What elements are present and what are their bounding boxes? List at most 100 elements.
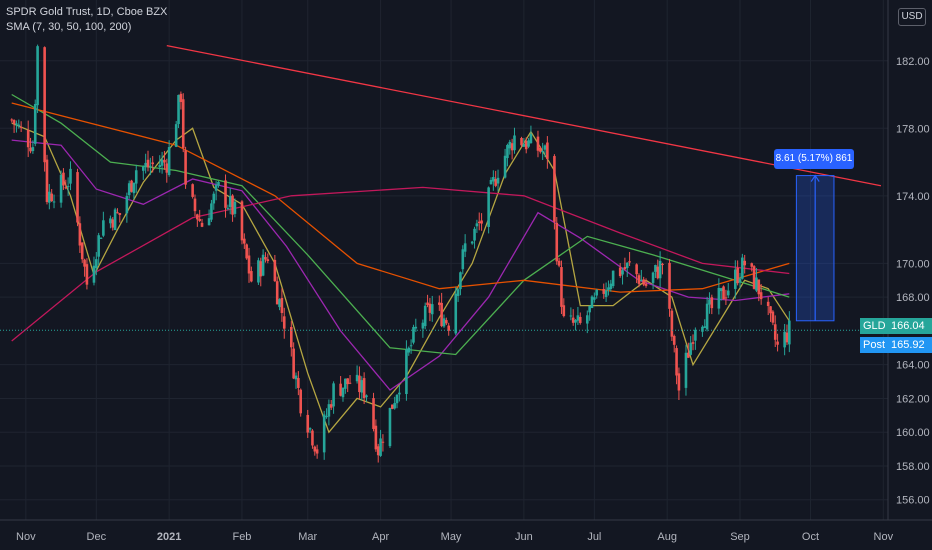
candle-body — [193, 198, 197, 212]
candle-body — [102, 220, 105, 236]
candle-body — [224, 180, 227, 208]
candle-body — [426, 302, 429, 306]
measure-label: 8.61 (5.17%) 861 — [774, 149, 854, 169]
candle-body — [672, 335, 676, 345]
candle-body — [463, 243, 467, 252]
candle-body — [299, 389, 302, 414]
candle-body — [569, 315, 573, 317]
candle-body — [687, 352, 690, 358]
candle-body — [503, 155, 507, 178]
candle-body — [684, 352, 688, 388]
candle-body — [125, 196, 129, 214]
time-tick-label: Sep — [730, 531, 750, 543]
candle-body — [231, 195, 234, 215]
candle-body — [149, 165, 152, 167]
candle-body — [529, 134, 533, 144]
candle-body — [196, 214, 199, 220]
candle-body — [325, 416, 328, 418]
candle-body — [348, 382, 352, 384]
candle-body — [45, 159, 49, 203]
candle-body — [10, 119, 14, 121]
candle-body — [113, 209, 117, 231]
candle-body — [508, 141, 512, 149]
candle-body — [376, 446, 380, 456]
time-tick-label: Apr — [372, 531, 389, 543]
candle-body — [642, 279, 645, 285]
candle-body — [717, 287, 721, 309]
candle-body — [391, 404, 394, 409]
candle-body — [710, 297, 714, 309]
candle-body — [623, 266, 627, 270]
candle-body — [741, 257, 744, 279]
candle-body — [191, 184, 194, 197]
candle-body — [750, 263, 754, 267]
candle-body — [280, 297, 284, 313]
candle-body — [724, 297, 728, 299]
candle-body — [506, 144, 509, 159]
candle-body — [36, 46, 39, 106]
time-tick-label: Oct — [802, 531, 819, 543]
candle-body — [438, 302, 441, 305]
candle-body — [440, 302, 443, 327]
candle-body — [694, 329, 697, 341]
candle-body — [95, 259, 98, 269]
candle-body — [273, 259, 277, 282]
candle-body — [708, 299, 711, 305]
candle-body — [339, 383, 342, 396]
candle-body — [539, 147, 542, 152]
time-tick-label: Jun — [515, 531, 533, 543]
candle-body — [524, 140, 528, 150]
price-axis[interactable]: 182.00 178.00 174.00 170.00 168.00 164.00 162.… — [896, 56, 930, 507]
candle-body — [29, 147, 32, 152]
candle-body — [726, 290, 730, 296]
measure-arrow-head — [810, 174, 820, 182]
candle-body — [628, 261, 631, 263]
candle-body — [381, 441, 385, 443]
candle-body — [33, 104, 37, 144]
candle-body — [294, 375, 298, 380]
currency-button[interactable]: USD — [898, 8, 926, 26]
candle-body — [247, 255, 251, 274]
sma-line-sma100 — [11, 102, 790, 293]
candle-body — [611, 270, 615, 287]
candle-body — [456, 289, 460, 296]
candle-body — [489, 179, 493, 185]
candle-body — [586, 315, 589, 324]
time-tick-label: Nov — [16, 531, 36, 543]
candle-body — [701, 326, 704, 332]
candle-body — [179, 93, 183, 103]
post-market-tag: Post — [860, 337, 889, 353]
candle-body — [621, 270, 624, 275]
candle-body — [677, 373, 681, 391]
candle-body — [212, 193, 216, 204]
candle-body — [771, 311, 775, 323]
candle-body — [536, 136, 540, 151]
candle-body — [428, 303, 432, 313]
candle-body — [245, 244, 248, 259]
candle-body — [313, 446, 317, 452]
candle-body — [590, 296, 594, 309]
candle-body — [783, 331, 786, 348]
candle-body — [609, 283, 613, 290]
candle-body — [250, 271, 253, 282]
candle-body — [167, 147, 171, 176]
candle-body — [92, 265, 96, 283]
candle-body — [365, 395, 368, 398]
candle-body — [308, 428, 312, 430]
candle-body — [553, 156, 556, 222]
indicator-title[interactable]: SMA (7, 30, 50, 100, 200) — [6, 21, 132, 33]
candle-body — [689, 342, 692, 355]
candles — [10, 44, 791, 463]
candle-body — [656, 266, 660, 279]
candle-body — [31, 147, 35, 152]
price-tick-label: 178.00 — [896, 123, 930, 135]
time-axis[interactable]: Nov Dec 2021 Feb Mar Apr May Jun Jul Aug Sep Oct Nov — [16, 531, 894, 543]
candle-body — [282, 316, 286, 329]
candle-body — [360, 380, 364, 393]
candle-body — [358, 375, 361, 393]
candle-body — [257, 260, 260, 283]
candle-body — [405, 349, 408, 395]
candle-body — [773, 324, 777, 340]
symbol-title[interactable]: SPDR Gold Trust, 1D, Cboe BZX — [6, 6, 168, 18]
